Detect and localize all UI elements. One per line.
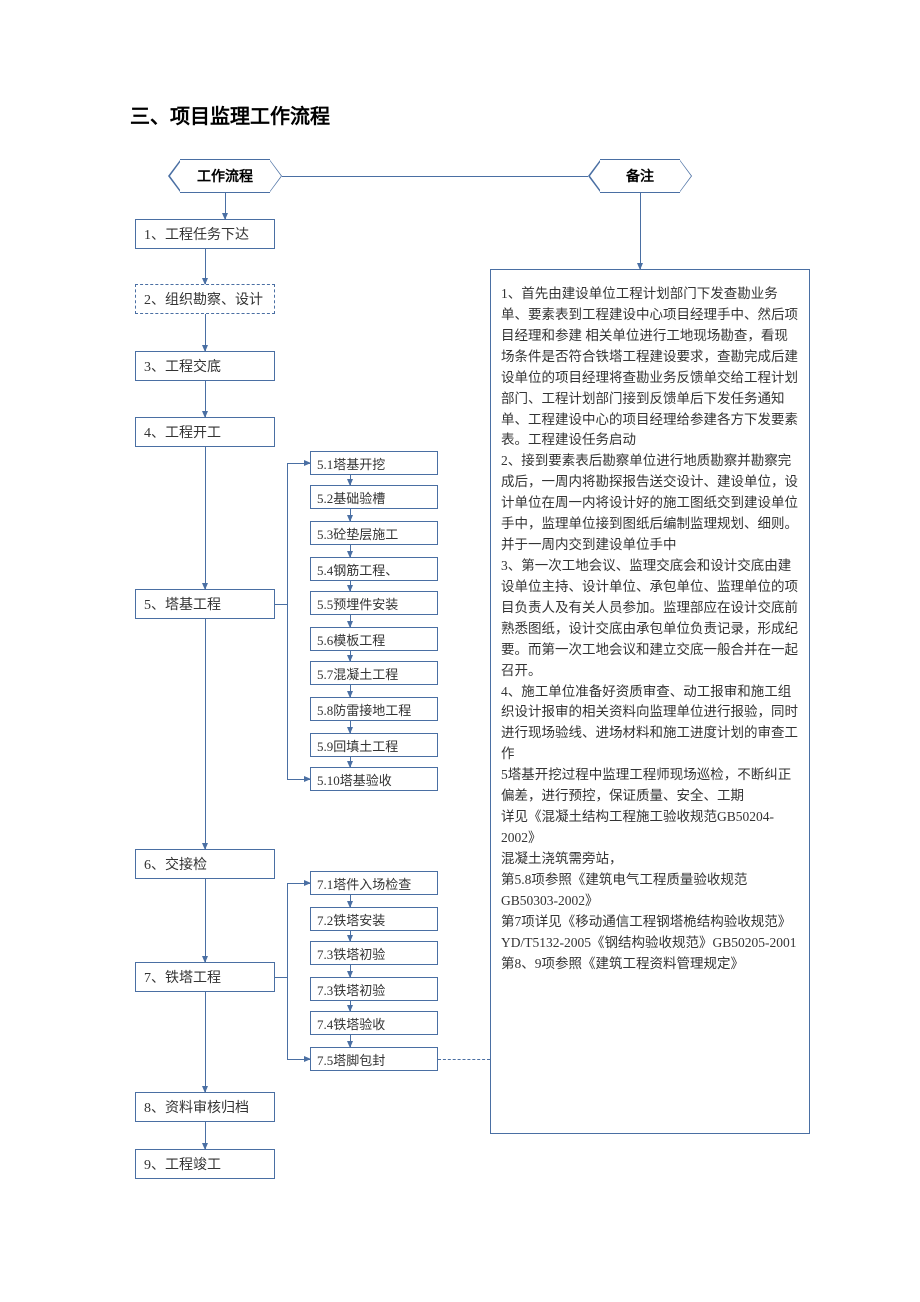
sub5-step-2: 5.2基础验槽 <box>310 485 438 509</box>
sub7-step-5: 7.4铁塔验收 <box>310 1011 438 1035</box>
sub5-step-6: 5.6模板工程 <box>310 627 438 651</box>
main-step-8: 8、资料审核归档 <box>135 1092 275 1122</box>
main-step-5: 5、塔基工程 <box>135 589 275 619</box>
sub5-step-1: 5.1塔基开挖 <box>310 451 438 475</box>
sub7-step-2: 7.2铁塔安装 <box>310 907 438 931</box>
hex-notes: 备注 <box>600 159 680 193</box>
sub5-step-4: 5.4钢筋工程、 <box>310 557 438 581</box>
hex-workflow: 工作流程 <box>180 159 270 193</box>
hex-notes-label: 备注 <box>626 166 654 186</box>
sub7-step-4: 7.3铁塔初验 <box>310 977 438 1001</box>
main-step-4: 4、工程开工 <box>135 417 275 447</box>
section-title: 三、项目监理工作流程 <box>130 100 880 129</box>
main-step-3: 3、工程交底 <box>135 351 275 381</box>
sub5-step-7: 5.7混凝土工程 <box>310 661 438 685</box>
sub5-step-10: 5.10塔基验收 <box>310 767 438 791</box>
notes-content: 1、首先由建设单位工程计划部门下发查勘业务单、要素表到工程建设中心项目经理手中、… <box>490 269 810 1134</box>
main-step-2: 2、组织勘察、设计 <box>135 284 275 314</box>
sub7-step-6: 7.5塔脚包封 <box>310 1047 438 1071</box>
sub7-step-3: 7.3铁塔初验 <box>310 941 438 965</box>
sub7-step-1: 7.1塔件入场检查 <box>310 871 438 895</box>
sub5-step-3: 5.3砼垫层施工 <box>310 521 438 545</box>
main-step-9: 9、工程竣工 <box>135 1149 275 1179</box>
sub5-step-5: 5.5预埋件安装 <box>310 591 438 615</box>
main-step-7: 7、铁塔工程 <box>135 962 275 992</box>
main-step-6: 6、交接检 <box>135 849 275 879</box>
sub5-step-8: 5.8防雷接地工程 <box>310 697 438 721</box>
main-step-1: 1、工程任务下达 <box>135 219 275 249</box>
diagram-area: 工作流程 备注 1、首先由建设单位工程计划部门下发查勘业务单、要素表到工程建设中… <box>130 159 810 1169</box>
hex-workflow-label: 工作流程 <box>197 166 253 186</box>
sub5-step-9: 5.9回填土工程 <box>310 733 438 757</box>
